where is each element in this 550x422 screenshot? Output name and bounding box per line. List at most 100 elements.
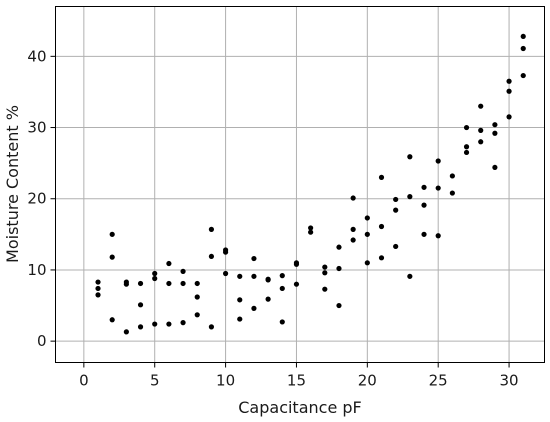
data-point xyxy=(123,329,129,335)
data-point xyxy=(492,164,498,171)
data-point xyxy=(393,207,399,213)
data-point xyxy=(322,264,328,270)
data-point xyxy=(222,270,229,277)
data-point xyxy=(463,149,470,156)
grid xyxy=(55,6,545,363)
data-point xyxy=(166,280,172,287)
data-point xyxy=(520,33,526,40)
x-tick-label: 10 xyxy=(216,372,235,390)
data-point xyxy=(95,292,101,298)
data-point xyxy=(336,265,342,272)
data-point xyxy=(378,174,385,180)
data-point xyxy=(506,78,512,84)
data-point xyxy=(251,255,257,262)
data-point xyxy=(407,273,413,279)
data-point xyxy=(478,103,484,109)
data-point xyxy=(265,277,271,283)
data-point xyxy=(251,305,257,311)
data-point xyxy=(237,273,243,279)
data-point xyxy=(449,190,455,196)
data-point xyxy=(109,317,115,323)
data-point xyxy=(95,285,101,292)
data-point xyxy=(421,184,427,190)
x-tick-label: 20 xyxy=(358,372,377,390)
data-point xyxy=(478,139,484,145)
data-point xyxy=(123,281,129,287)
data-point xyxy=(506,114,512,120)
plot-frame xyxy=(55,6,545,363)
data-point xyxy=(463,144,470,150)
data-point xyxy=(237,297,243,303)
data-point xyxy=(520,72,526,79)
data-point xyxy=(393,243,399,250)
data-point xyxy=(322,286,328,292)
data-point xyxy=(109,254,115,260)
data-point xyxy=(421,231,427,237)
y-tick-label: 30 xyxy=(27,119,46,137)
data-point xyxy=(237,316,243,322)
y-tick-label: 10 xyxy=(27,261,46,279)
data-point xyxy=(378,255,385,261)
data-point xyxy=(194,280,200,287)
data-point xyxy=(308,229,314,235)
data-point xyxy=(435,158,441,164)
data-point xyxy=(308,225,314,231)
data-point xyxy=(208,226,215,232)
data-point xyxy=(208,324,215,330)
data-point xyxy=(350,237,356,243)
data-point xyxy=(265,296,271,302)
data-point xyxy=(407,194,413,200)
data-point xyxy=(520,45,526,52)
data-point xyxy=(478,127,484,133)
data-point xyxy=(449,173,455,179)
y-tick-label: 0 xyxy=(37,332,47,350)
data-point xyxy=(421,202,427,208)
data-point xyxy=(506,88,512,94)
x-tick-label: 5 xyxy=(150,372,160,390)
data-point xyxy=(166,321,172,327)
data-point xyxy=(152,275,158,282)
data-point xyxy=(137,280,144,287)
data-point xyxy=(492,130,498,136)
data-point xyxy=(407,154,413,160)
x-tick-label: 25 xyxy=(429,372,448,390)
y-axis-label: Moisture Content % xyxy=(3,105,22,263)
data-point xyxy=(194,312,200,318)
data-point xyxy=(350,195,356,201)
data-point xyxy=(222,249,229,255)
data-point xyxy=(435,233,441,239)
data-point xyxy=(251,273,257,279)
data-point xyxy=(180,268,186,274)
data-point xyxy=(180,320,186,326)
data-point xyxy=(152,321,158,327)
data-points xyxy=(95,33,526,335)
axis-ticks: 0 5 10 15 20 25 30 0 10 20 30 40 xyxy=(27,47,518,389)
data-point xyxy=(364,260,370,266)
y-tick-label: 40 xyxy=(27,47,46,65)
data-point xyxy=(109,231,115,237)
data-point xyxy=(279,319,285,325)
data-point xyxy=(393,196,399,203)
data-point xyxy=(137,324,144,330)
y-tick-label: 20 xyxy=(27,190,46,208)
data-point xyxy=(194,294,200,300)
data-point xyxy=(350,226,356,232)
data-point xyxy=(364,231,370,237)
data-point xyxy=(463,124,470,131)
data-point xyxy=(378,223,385,230)
data-point xyxy=(180,280,186,287)
data-point xyxy=(336,302,342,309)
x-tick-label: 30 xyxy=(500,372,519,390)
data-point xyxy=(279,285,285,292)
data-point xyxy=(279,273,285,279)
x-tick-label: 15 xyxy=(287,372,306,390)
x-axis-label: Capacitance pF xyxy=(238,398,361,417)
data-point xyxy=(152,270,158,277)
data-point xyxy=(208,253,215,260)
data-point xyxy=(492,122,498,128)
data-point xyxy=(322,270,328,276)
data-point xyxy=(336,244,342,250)
data-point xyxy=(137,302,144,308)
data-point xyxy=(364,215,370,221)
